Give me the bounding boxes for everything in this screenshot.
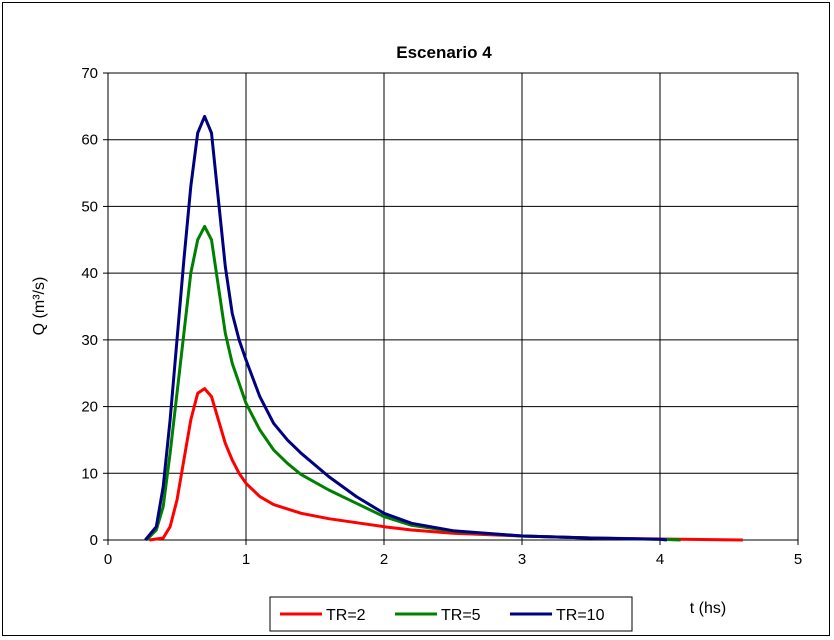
- legend-box: [269, 596, 633, 632]
- x-tick-label: 4: [656, 551, 664, 568]
- legend-label-tr10: TR=10: [556, 607, 605, 624]
- series-line-tr10: [144, 114, 668, 542]
- x-tick-label: 3: [518, 551, 526, 568]
- legend-label-tr2: TR=2: [326, 607, 366, 624]
- y-axis-label: Q (m³/s): [31, 277, 48, 336]
- x-tick-label: 1: [242, 551, 250, 568]
- tick-labels: 0 10 20 30 40 50 60 70 0 1 2 3 4 5: [81, 65, 802, 568]
- legend: TR=2 TR=5 TR=10: [269, 596, 633, 632]
- legend-label-tr5: TR=5: [441, 607, 481, 624]
- y-tick-label: 10: [81, 465, 98, 482]
- y-tick-label: 0: [90, 532, 98, 549]
- series-line-tr2: [149, 387, 743, 542]
- grid-lines: [108, 73, 798, 540]
- y-tick-label: 40: [81, 265, 98, 282]
- x-tick-label: 2: [380, 551, 388, 568]
- y-tick-label: 70: [81, 65, 98, 82]
- series-lines: [144, 114, 743, 542]
- y-tick-label: 50: [81, 198, 98, 215]
- x-tick-label: 5: [794, 551, 802, 568]
- y-tick-label: 60: [81, 132, 98, 149]
- plot-area-border: [107, 72, 799, 541]
- x-axis-label: t (hs): [690, 600, 726, 617]
- chart-title: Escenario 4: [396, 43, 492, 62]
- x-tick-label: 0: [104, 551, 112, 568]
- y-tick-label: 20: [81, 399, 98, 416]
- y-tick-label: 30: [81, 332, 98, 349]
